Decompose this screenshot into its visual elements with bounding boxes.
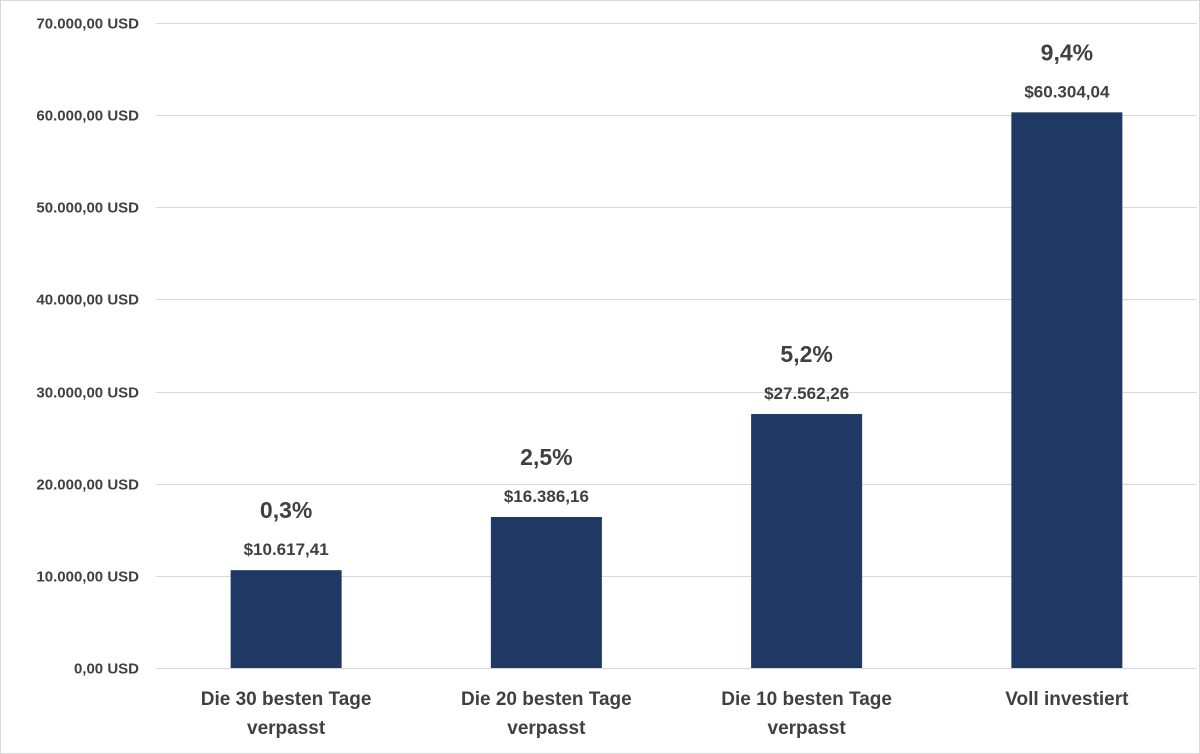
y-tick-label: 20.000,00 USD	[36, 477, 139, 494]
bars	[230, 112, 1123, 668]
data-label-percent: 5,2%	[780, 341, 832, 367]
y-tick-label: 0,00 USD	[74, 661, 139, 678]
data-label-value: $10.617,41	[244, 540, 329, 559]
bar	[490, 517, 602, 668]
data-label-value: $16.386,16	[504, 487, 589, 506]
bar	[751, 414, 863, 668]
data-label-percent: 0,3%	[260, 497, 312, 523]
y-tick-label: 40.000,00 USD	[36, 292, 139, 309]
value-labels: $10.617,41 $16.386,16 $27.562,26 $60.304,04	[244, 82, 1110, 559]
data-label-value: $27.562,26	[764, 384, 849, 403]
data-label-value: $60.304,04	[1024, 82, 1110, 101]
x-tick-label: Voll investiert	[1005, 689, 1129, 710]
x-tick-label: Die 20 besten Tage	[461, 689, 632, 710]
bar	[1011, 112, 1123, 668]
y-tick-label: 30.000,00 USD	[36, 385, 139, 402]
x-tick-label: verpasst	[507, 718, 586, 739]
y-tick-label: 70.000,00 USD	[36, 16, 139, 33]
data-label-percent: 2,5%	[520, 444, 572, 470]
x-tick-label: Die 10 besten Tage	[721, 689, 892, 710]
x-axis-category-labels: Die 30 besten Tage verpasst Die 20 besten …	[201, 689, 1129, 739]
y-tick-label: 60.000,00 USD	[36, 108, 139, 125]
y-tick-label: 50.000,00 USD	[36, 200, 139, 217]
x-tick-label: Die 30 besten Tage	[201, 689, 372, 710]
y-axis-tick-labels: 0,00 USD 10.000,00 USD 20.000,00 USD 30.000…	[36, 16, 139, 678]
percent-labels: 0,3% 2,5% 5,2% 9,4%	[260, 39, 1093, 523]
data-label-percent: 9,4%	[1041, 39, 1093, 65]
bar	[230, 570, 342, 668]
y-tick-label: 10.000,00 USD	[36, 569, 139, 586]
x-tick-label: verpasst	[247, 718, 326, 739]
x-tick-label: verpasst	[768, 718, 847, 739]
